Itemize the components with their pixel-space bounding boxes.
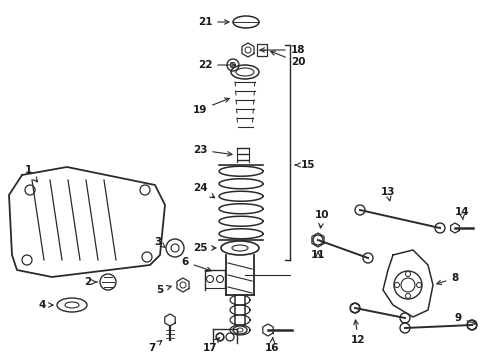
Text: 17: 17 bbox=[202, 338, 219, 353]
Text: 6: 6 bbox=[181, 257, 211, 271]
Text: 13: 13 bbox=[380, 187, 394, 201]
Text: 4: 4 bbox=[38, 300, 53, 310]
Text: 7: 7 bbox=[148, 341, 162, 353]
Text: 25: 25 bbox=[192, 243, 216, 253]
Text: 21: 21 bbox=[197, 17, 228, 27]
Text: 5: 5 bbox=[156, 285, 171, 295]
Text: 10: 10 bbox=[314, 210, 328, 228]
Text: 14: 14 bbox=[454, 207, 468, 220]
Bar bbox=[257, 44, 266, 56]
Text: 22: 22 bbox=[197, 60, 235, 70]
Text: 24: 24 bbox=[192, 183, 214, 198]
Text: 15: 15 bbox=[295, 160, 315, 170]
Text: 23: 23 bbox=[192, 145, 231, 156]
Text: 9: 9 bbox=[453, 313, 475, 325]
Text: 8: 8 bbox=[436, 273, 458, 284]
Text: 11: 11 bbox=[310, 250, 325, 260]
Text: 3: 3 bbox=[154, 237, 165, 247]
Text: 20: 20 bbox=[270, 51, 305, 67]
Text: 1: 1 bbox=[24, 165, 38, 182]
Text: 19: 19 bbox=[192, 98, 229, 115]
Text: 2: 2 bbox=[84, 277, 97, 287]
Text: 12: 12 bbox=[350, 320, 365, 345]
Text: 18: 18 bbox=[260, 45, 305, 55]
Text: 16: 16 bbox=[264, 337, 279, 353]
